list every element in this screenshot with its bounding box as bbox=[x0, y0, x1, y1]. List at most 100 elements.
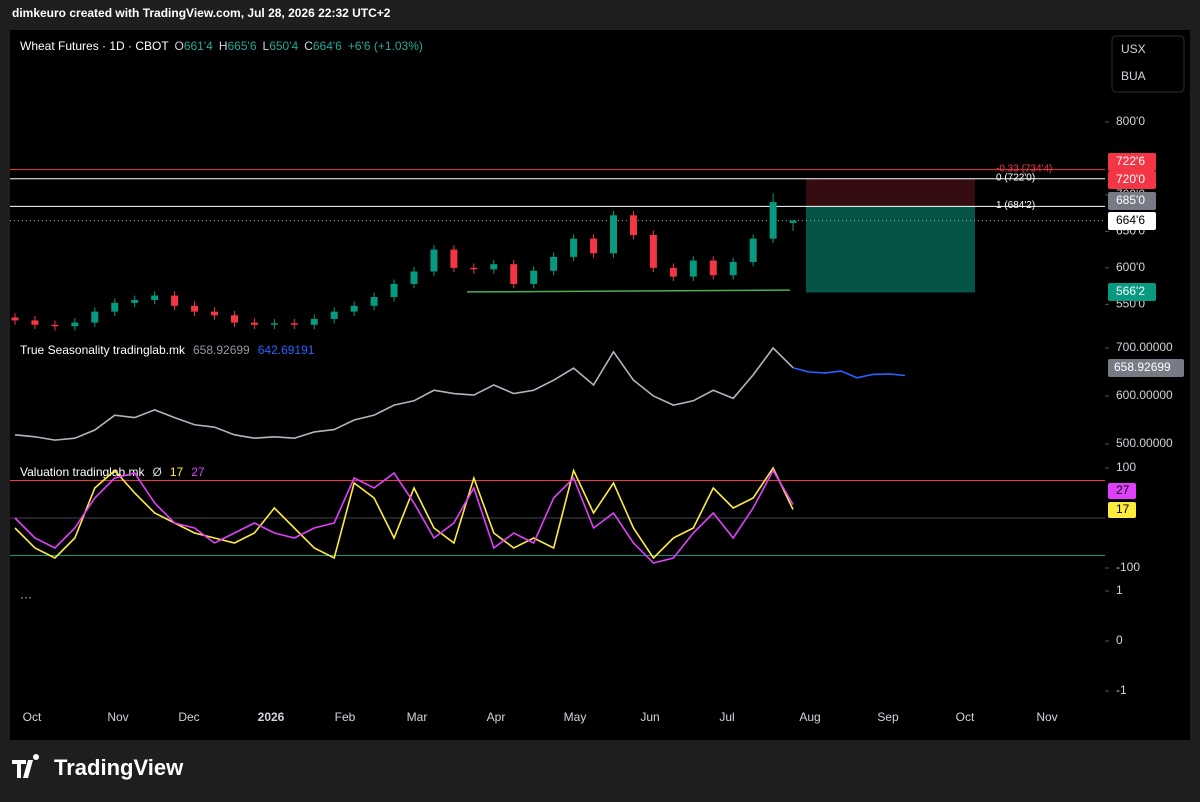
header-part: True Seasonality tradinglab.mk bbox=[20, 343, 186, 357]
price-label-box bbox=[1108, 171, 1156, 189]
pane-header: Valuation tradinglab.mk Ø 17 27 bbox=[20, 465, 205, 479]
candle-body bbox=[729, 262, 737, 276]
candle-body bbox=[350, 305, 358, 312]
candle-body bbox=[510, 264, 518, 284]
value-box-label: 17 bbox=[1116, 502, 1130, 516]
price-label-box bbox=[1108, 153, 1156, 171]
candle-body bbox=[490, 264, 498, 270]
candle-body bbox=[211, 311, 218, 316]
header-part: C bbox=[304, 39, 313, 53]
x-tick-label: Jun bbox=[640, 710, 659, 724]
candle-body bbox=[131, 299, 139, 303]
support-line bbox=[466, 289, 791, 293]
candle-body bbox=[610, 215, 617, 254]
logo bbox=[12, 754, 40, 778]
candle-body bbox=[11, 317, 19, 321]
header-part: 658.92699 bbox=[193, 343, 250, 357]
candle-body bbox=[749, 238, 757, 263]
candle-body bbox=[769, 202, 777, 239]
candle-body bbox=[230, 315, 238, 323]
y-tick-label: 100 bbox=[1116, 460, 1136, 474]
y-tick-label: 500.00000 bbox=[1116, 436, 1173, 450]
credit: dimkeuro created with TradingView.com, J… bbox=[12, 6, 391, 20]
y-tick-label: -1 bbox=[1116, 683, 1127, 697]
candle-body bbox=[669, 267, 677, 277]
value-box bbox=[1108, 483, 1136, 499]
candle-body bbox=[171, 295, 179, 306]
series-line bbox=[792, 366, 906, 379]
candle-body bbox=[649, 235, 657, 268]
price-label: 685'0 bbox=[1116, 193, 1145, 207]
candle-body bbox=[629, 215, 637, 235]
candle-body bbox=[270, 323, 278, 325]
brand: TradingView bbox=[54, 755, 184, 780]
candle-body bbox=[590, 238, 598, 254]
value-box-label: 27 bbox=[1116, 483, 1130, 497]
button-group bbox=[1111, 35, 1185, 93]
candle-body bbox=[151, 295, 159, 300]
candle-body bbox=[570, 238, 578, 257]
price-label-box bbox=[1108, 283, 1156, 301]
x-tick-label: Oct bbox=[956, 710, 975, 724]
fib-label: 0 (722'0) bbox=[996, 172, 1035, 183]
x-tick-label: Oct bbox=[23, 710, 42, 724]
candle-body bbox=[310, 318, 318, 325]
y-tick-label: 800'0 bbox=[1116, 114, 1145, 128]
x-tick-label: Sep bbox=[877, 710, 899, 724]
header-part: O bbox=[174, 39, 183, 53]
candle-body bbox=[370, 297, 378, 306]
x-tick-label: Jul bbox=[719, 710, 734, 724]
header-part: +6'6 (+1.03%) bbox=[348, 39, 423, 53]
x-tick-label: Feb bbox=[335, 710, 356, 724]
candle-body bbox=[390, 283, 398, 298]
candle-body bbox=[430, 249, 438, 272]
candle-body bbox=[709, 260, 717, 276]
y-tick-label: 0 bbox=[1116, 633, 1123, 647]
price-label-box bbox=[1108, 212, 1156, 230]
fib-label: 1 (684'2) bbox=[996, 200, 1035, 211]
candle-body bbox=[91, 311, 99, 323]
header-part: H bbox=[219, 39, 228, 53]
button[interactable]: BUA bbox=[1121, 69, 1146, 83]
candle-body bbox=[191, 305, 199, 312]
value-box bbox=[1108, 502, 1136, 518]
candle-body bbox=[250, 322, 258, 325]
x-tick-label: Mar bbox=[407, 710, 428, 724]
y-tick-label: 600.00000 bbox=[1116, 388, 1173, 402]
collapsed-indicator: ··· bbox=[20, 590, 32, 604]
candle-body bbox=[789, 220, 797, 223]
candle-body bbox=[550, 256, 558, 271]
candle-body bbox=[51, 324, 59, 327]
x-tick-label: Dec bbox=[178, 710, 199, 724]
series-line bbox=[14, 468, 794, 564]
header-part: Valuation tradinglab.mk bbox=[20, 465, 146, 479]
price-label: 722'6 bbox=[1116, 154, 1145, 168]
header-part: Ø bbox=[153, 465, 162, 479]
header-part: Wheat Futures · 1D · CBOT bbox=[20, 39, 169, 53]
header-part: 642.69191 bbox=[258, 343, 315, 357]
header-part: 661'4 bbox=[184, 39, 213, 53]
candle-body bbox=[450, 249, 458, 268]
candle-body bbox=[71, 322, 79, 327]
candle-body bbox=[111, 302, 119, 312]
price-label: 720'0 bbox=[1116, 172, 1145, 186]
pane-header: True Seasonality tradinglab.mk 658.92699 6… bbox=[20, 343, 315, 357]
value-box bbox=[1108, 359, 1184, 377]
button[interactable]: USX bbox=[1121, 42, 1146, 56]
x-tick-label: Aug bbox=[799, 710, 820, 724]
header-part: 664'6 bbox=[313, 39, 342, 53]
stop-zone bbox=[806, 178, 975, 207]
value-box-label: 658.92699 bbox=[1114, 360, 1171, 374]
candle-body bbox=[31, 320, 39, 325]
target-zone bbox=[806, 206, 975, 293]
header-part: L bbox=[263, 39, 270, 53]
header-part: 17 bbox=[170, 465, 184, 479]
fib-label: -0.33 (734'4) bbox=[996, 163, 1052, 174]
candle-body bbox=[470, 267, 478, 270]
price-label-box bbox=[1108, 192, 1156, 210]
series-line bbox=[14, 346, 794, 441]
y-tick-label: -100 bbox=[1116, 560, 1140, 574]
y-tick-label: 600'0 bbox=[1116, 260, 1145, 274]
